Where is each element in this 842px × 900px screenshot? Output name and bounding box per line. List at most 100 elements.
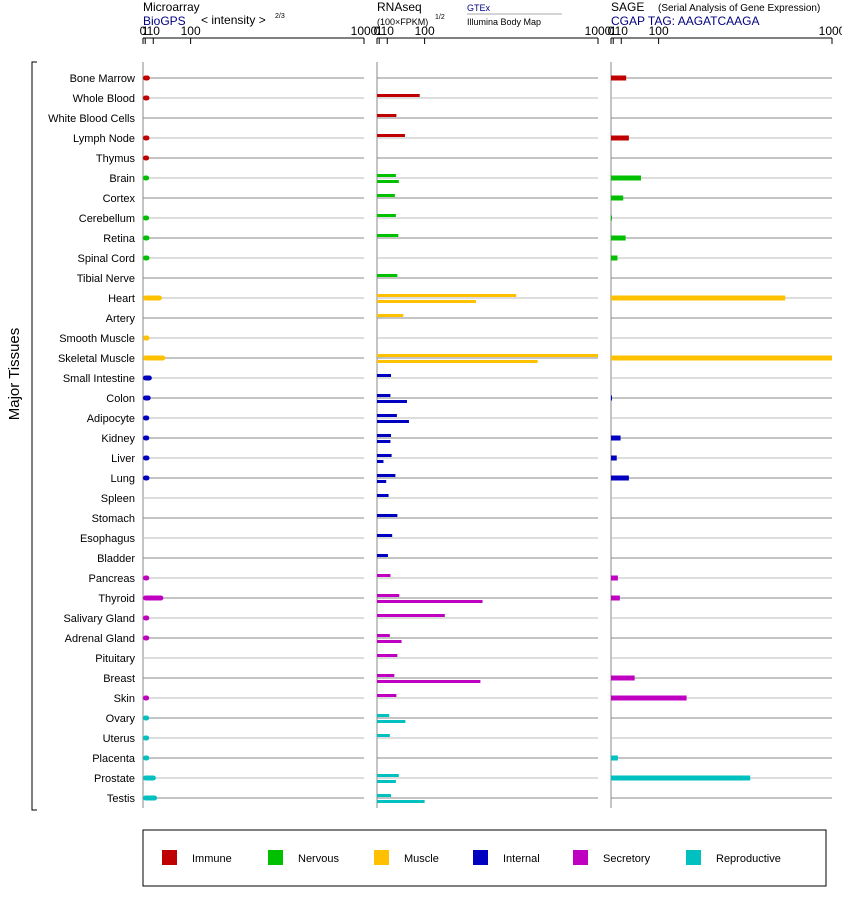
bar-sage — [611, 235, 626, 241]
tissue-label: Colon — [106, 393, 135, 405]
legend-swatch-immune — [162, 850, 177, 865]
bar-sage — [611, 595, 620, 601]
panel-title: SAGE — [611, 0, 644, 14]
bar-rnaseq — [377, 374, 392, 377]
bar-rnaseq — [377, 194, 395, 197]
tissue-label: Kidney — [101, 433, 135, 445]
bar-sage — [611, 395, 612, 401]
bar-rnaseq — [377, 174, 396, 177]
bar-sage — [611, 455, 617, 461]
bar-rnaseq — [377, 214, 396, 217]
tissue-label: Breast — [103, 673, 135, 685]
legend-swatch-nervous — [268, 850, 283, 865]
bar-microarray — [143, 355, 166, 361]
bar-rnaseq — [377, 360, 538, 363]
bar-microarray — [143, 395, 151, 401]
legend-label-secretory: Secretory — [603, 853, 651, 865]
axis-tick-label: 10 — [147, 24, 161, 38]
bar-rnaseq — [377, 94, 420, 97]
bar-rnaseq — [377, 720, 406, 723]
tissue-label: Skin — [114, 693, 135, 705]
panel-title: Microarray — [143, 0, 200, 14]
bar-sage — [611, 215, 612, 221]
tissue-label: Whole Blood — [73, 93, 135, 105]
y-axis-bracket — [31, 61, 37, 811]
bar-rnaseq — [377, 654, 398, 657]
tissue-label: Ovary — [106, 713, 136, 725]
tissue-label: Heart — [108, 293, 135, 305]
bar-microarray — [143, 595, 164, 601]
axis-tick-label: 1 — [142, 24, 149, 38]
axis-tick-label: 0 — [140, 24, 147, 38]
bar-rnaseq — [377, 480, 387, 483]
bar-rnaseq — [377, 274, 398, 277]
bar-rnaseq — [377, 494, 389, 497]
bar-rnaseq — [377, 234, 399, 237]
axis-tick-label: 10 — [615, 24, 629, 38]
bar-rnaseq — [377, 634, 390, 637]
bar-rnaseq — [377, 414, 397, 417]
bar-sage — [611, 195, 624, 201]
tissue-label: Placenta — [92, 753, 136, 765]
bar-sage — [611, 755, 618, 761]
tissue-label: Brain — [109, 173, 135, 185]
bar-sage — [611, 575, 618, 581]
bar-rnaseq — [377, 614, 445, 617]
bar-rnaseq — [377, 394, 391, 397]
bar-rnaseq — [377, 300, 477, 303]
tissue-label: Lung — [111, 473, 135, 485]
axis-tick-label: 100 — [181, 24, 201, 38]
legend-swatch-secretory — [573, 850, 588, 865]
tissue-label: Prostate — [94, 773, 135, 785]
bar-rnaseq — [377, 674, 395, 677]
bar-rnaseq — [377, 420, 409, 423]
tissue-label: Pancreas — [89, 573, 136, 585]
bar-microarray — [143, 135, 150, 141]
tissue-label: Liver — [111, 453, 135, 465]
tissue-label: Salivary Gland — [63, 613, 135, 625]
tissue-label: Cortex — [103, 193, 136, 205]
legend-swatch-reproductive — [686, 850, 701, 865]
axis-tick-label: 0 — [608, 24, 615, 38]
bar-rnaseq — [377, 454, 392, 457]
bar-rnaseq — [377, 640, 402, 643]
bar-rnaseq — [377, 180, 399, 183]
bar-microarray — [143, 175, 150, 181]
bar-microarray — [143, 255, 150, 261]
axis-tick-label: 1 — [376, 24, 383, 38]
axis-tick-label: 100 — [649, 24, 669, 38]
bar-microarray — [143, 215, 150, 221]
bar-microarray — [143, 775, 156, 781]
tissue-label: White Blood Cells — [48, 113, 135, 125]
bar-rnaseq — [377, 434, 392, 437]
panel-source: BioGPS — [143, 14, 186, 28]
tissue-label: Lymph Node — [73, 133, 135, 145]
tissue-label: Thymus — [96, 153, 136, 165]
bar-rnaseq — [377, 694, 397, 697]
tissue-label: Skeletal Muscle — [58, 353, 135, 365]
bar-microarray — [143, 795, 158, 801]
source-label-gtex: GTEx — [467, 3, 491, 13]
legend-swatch-internal — [473, 850, 488, 865]
legend-label-immune: Immune — [192, 853, 232, 865]
panel-measure: (100×FPKM) — [377, 17, 428, 27]
bar-microarray — [143, 455, 150, 461]
bar-rnaseq — [377, 440, 391, 443]
bar-rnaseq — [377, 734, 390, 737]
tissue-label: Pituitary — [95, 653, 135, 665]
axis-tick-label: 1000 — [819, 24, 842, 38]
bar-microarray — [143, 635, 150, 641]
tissue-label: Spinal Cord — [78, 253, 135, 265]
bar-rnaseq — [377, 800, 425, 803]
bar-sage — [611, 175, 641, 181]
legend: Immune Nervous Muscle Internal Secretory Repr… — [142, 829, 827, 887]
tissue-label: Spleen — [101, 493, 135, 505]
legend-label-nervous: Nervous — [298, 853, 339, 865]
tissue-label: Testis — [107, 793, 136, 805]
bar-microarray — [143, 735, 150, 741]
bar-sage — [611, 255, 618, 261]
bar-sage — [611, 295, 786, 301]
bar-rnaseq — [377, 774, 399, 777]
bar-microarray — [143, 575, 150, 581]
tissue-label: Bone Marrow — [70, 73, 135, 85]
